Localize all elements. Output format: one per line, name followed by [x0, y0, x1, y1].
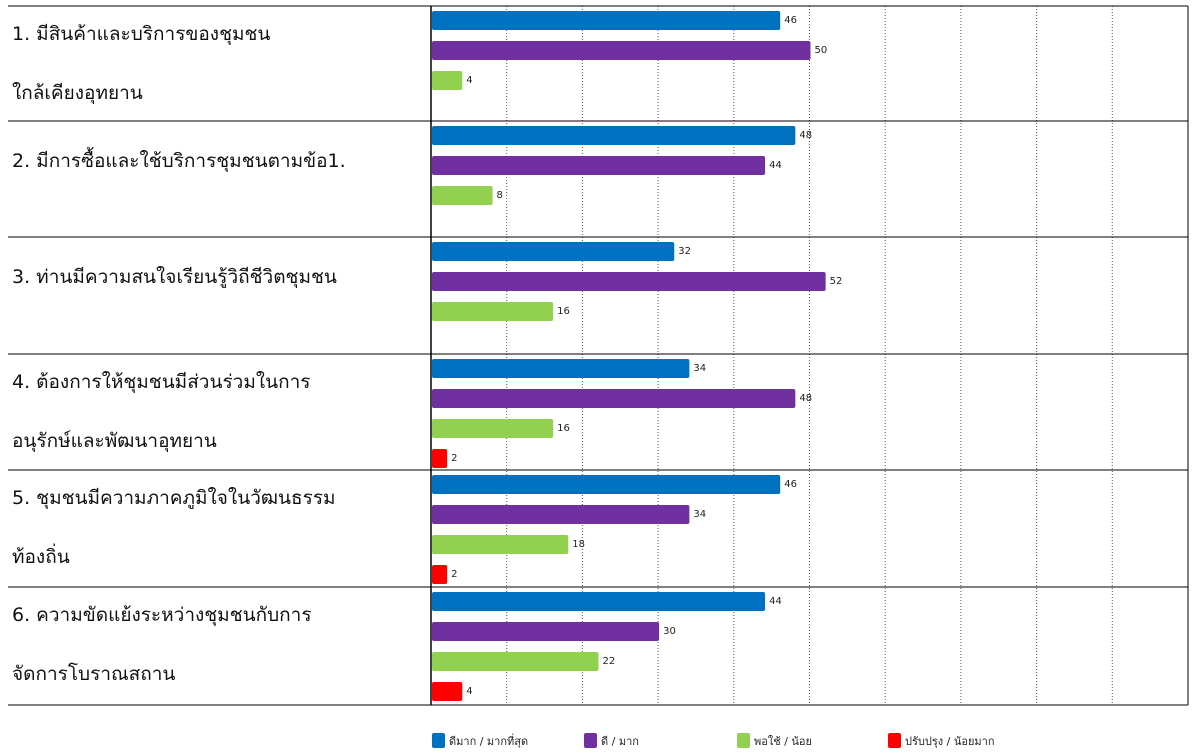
data-label: 52: [830, 276, 843, 287]
bar: [432, 592, 766, 611]
data-label: 18: [572, 539, 585, 550]
bar: [432, 505, 690, 524]
legend-label: ดี / มาก: [601, 735, 639, 748]
bar: [432, 272, 826, 291]
bar: [432, 475, 781, 494]
category-label: ใกล้เคียงอุทยาน: [12, 82, 143, 105]
data-label: 44: [769, 160, 782, 171]
data-label: 16: [557, 306, 570, 317]
legend-label: พอใช้ / น้อย: [754, 735, 812, 748]
bar: [432, 535, 569, 554]
data-label: 8: [497, 190, 503, 201]
data-label: 30: [663, 626, 676, 637]
legend-label: ดีมาก / มากที่สุด: [449, 733, 528, 748]
bar: [432, 622, 660, 641]
legend-label: ปรับปรุง / น้อยมาก: [905, 735, 995, 748]
data-label: 2: [451, 453, 457, 464]
legend-swatch: [737, 733, 750, 748]
bar: [432, 419, 554, 438]
bar: [432, 11, 781, 30]
bar: [432, 565, 448, 584]
data-label: 48: [799, 130, 812, 141]
data-label: 46: [784, 479, 797, 490]
data-label: 32: [678, 246, 691, 257]
data-label: 44: [769, 596, 782, 607]
bar: [432, 389, 796, 408]
legend-swatch: [888, 733, 901, 748]
data-label: 4: [466, 686, 472, 697]
category-label: 6. ความขัดแย้งระหว่างชุมชนกับการ: [12, 604, 312, 627]
bar: [432, 449, 448, 468]
category-label: อนุรักษ์และพัฒนาอุทยาน: [12, 430, 217, 453]
category-label: ท้องถิ่น: [12, 543, 70, 568]
category-label: 3. ท่านมีความสนใจเรียนรู้วิถีชีวิตชุมชน: [12, 266, 337, 289]
legend-swatch: [432, 733, 445, 748]
bar: [432, 302, 554, 321]
category-label: 1. มีสินค้าและบริการของชุมชน: [12, 23, 270, 46]
data-label: 16: [557, 423, 570, 434]
category-label: จัดการโบราณสถาน: [12, 662, 175, 685]
bar: [432, 156, 766, 175]
data-label: 2: [451, 569, 457, 580]
data-label: 50: [815, 45, 828, 56]
legend-swatch: [584, 733, 597, 748]
bar: [432, 186, 493, 205]
data-label: 34: [693, 363, 706, 374]
category-label: 4. ต้องการให้ชุมชนมีส่วนร่วมในการ: [12, 371, 311, 394]
bar: [432, 41, 811, 60]
category-label: 5. ชุมชนมีความภาคภูมิใจในวัฒนธรรม: [12, 487, 336, 510]
bar: [432, 652, 599, 671]
bar: [432, 242, 675, 261]
data-label: 48: [799, 393, 812, 404]
bar: [432, 126, 796, 145]
data-label: 4: [466, 75, 472, 86]
bar: [432, 359, 690, 378]
data-label: 22: [603, 656, 616, 667]
category-label: 2. มีการซื้อและใช้บริการชุมชนตามข้อ1.: [12, 147, 346, 173]
data-label: 46: [784, 15, 797, 26]
bar: [432, 682, 463, 701]
bar: [432, 71, 463, 90]
data-label: 34: [693, 509, 706, 520]
